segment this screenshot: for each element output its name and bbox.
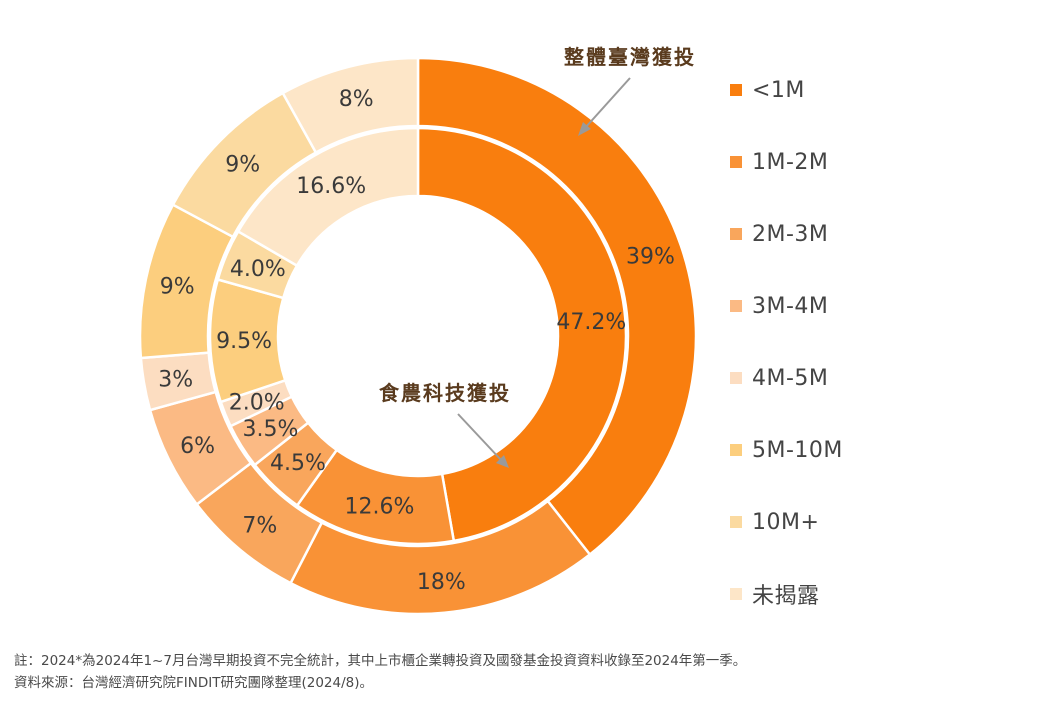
legend-label: 1M-2M (752, 149, 829, 175)
legend-item-6: 10M+ (730, 504, 819, 540)
outer-slice-label-3: 6% (180, 434, 215, 459)
inner-annotation-arrowhead (496, 455, 509, 468)
outer-slice-label-6: 9% (225, 152, 260, 177)
inner-slice-label-2: 4.5% (270, 451, 326, 476)
slice-labels: 39% 18% 7% 6% 3% 9% 9% 8% 47.2% 12.6% 4.5% 3.5%2.0%… (158, 87, 675, 595)
legend-label: 2M-3M (752, 221, 829, 247)
legend-swatch (730, 156, 742, 168)
outer-slice-7 (281, 56, 420, 155)
inner-slice-label-1: 12.6% (345, 495, 415, 520)
legend-swatch (730, 444, 742, 456)
donut-chart: 39% 18% 7% 6% 3% 9% 9% 8% 47.2% 12.6% 4.5% 3.5%2.0%… (138, 45, 698, 616)
legend-item-1: 1M-2M (730, 144, 828, 180)
legend-item-0: <1M (730, 72, 805, 108)
note-text: 註：2024*為2024年1~7月台灣早期投資不完全統計，其中上市櫃企業轉投資及… (14, 653, 747, 669)
outer-slice-label-7: 8% (339, 87, 374, 112)
outer-slice-label-0: 39% (626, 245, 675, 270)
annotations: 整體臺灣獲投 食農科技獲投 (379, 45, 696, 468)
source-text: 資料來源：台灣經濟研究院FINDIT研究團隊整理(2024/8)。 (14, 675, 373, 691)
inner-slice-label-7: 16.6% (296, 174, 366, 199)
outer-annotation-arrow-line (584, 77, 631, 129)
legend-label: 未揭露 (752, 584, 820, 609)
legend-label: <1M (752, 77, 805, 103)
legend-label: 5M-10M (752, 437, 843, 463)
outer-annotation-arrowhead (578, 122, 591, 136)
inner-slice-label-6: 4.0% (230, 257, 286, 282)
legend-item-2: 2M-3M (730, 216, 828, 252)
inner-slice-label-3: 3.5% (242, 417, 298, 442)
legend-swatch (730, 84, 742, 96)
outer-ring-annotation: 整體臺灣獲投 (563, 45, 696, 69)
inner-ring-annotation: 食農科技獲投 (379, 381, 511, 405)
legend-label: 10M+ (752, 509, 820, 535)
inner-slice-label-5: 9.5% (216, 329, 272, 354)
inner-ring (208, 126, 628, 546)
legend-swatch (730, 588, 742, 600)
inner-slice-label-0: 47.2% (556, 310, 626, 335)
legend-label: 3M-4M (752, 293, 829, 319)
legend-item-4: 4M-5M (730, 360, 828, 396)
inner-slice-0 (416, 126, 628, 543)
outer-slice-label-1: 18% (417, 570, 466, 595)
outer-ring (138, 56, 698, 616)
outer-slice-label-4: 3% (158, 368, 193, 393)
inner-slice-7 (236, 126, 420, 268)
inner-slice-label-4: 2.0% (229, 390, 285, 415)
legend-item-3: 3M-4M (730, 288, 828, 324)
outer-slice-0 (416, 56, 698, 557)
legend-swatch (730, 516, 742, 528)
legend-item-7: 未揭露 (730, 576, 820, 612)
inner-annotation-arrow-line (457, 413, 503, 462)
footnotes: 註：2024*為2024年1~7月台灣早期投資不完全統計，其中上市櫃企業轉投資及… (14, 650, 746, 694)
legend-label: 4M-5M (752, 365, 829, 391)
outer-slice-label-5: 9% (160, 275, 195, 300)
outer-slice-label-2: 7% (242, 513, 277, 538)
legend-item-5: 5M-10M (730, 432, 843, 468)
legend-swatch (730, 300, 742, 312)
legend-swatch (730, 228, 742, 240)
legend-swatch (730, 372, 742, 384)
